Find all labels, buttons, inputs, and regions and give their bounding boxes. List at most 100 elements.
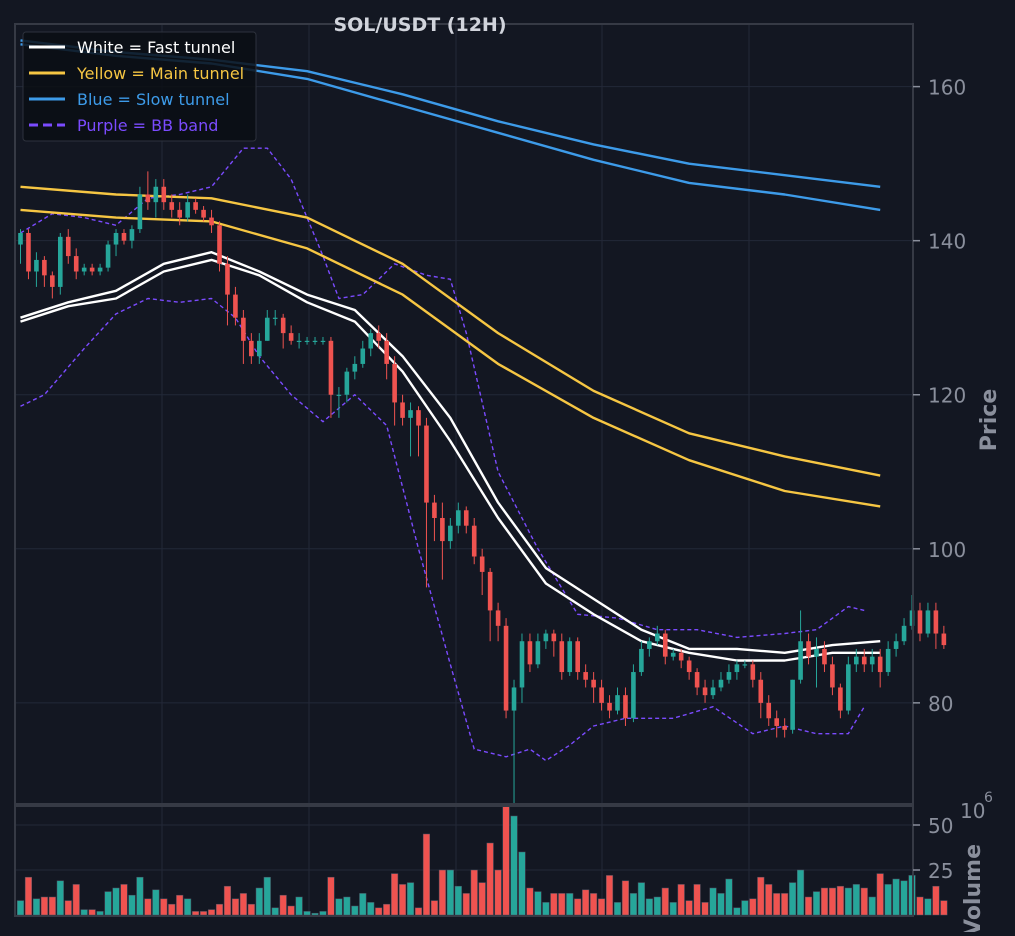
volume-bar — [160, 898, 168, 916]
volume-bar — [279, 894, 287, 916]
volume-bar — [494, 869, 502, 916]
candle-body — [782, 725, 787, 730]
volume-bar — [311, 912, 319, 916]
candle-body — [304, 340, 310, 343]
candle-body — [432, 502, 437, 518]
candle-body — [328, 340, 334, 395]
volume-bar — [391, 873, 399, 916]
chart-title: SOL/USDT (12H) — [333, 14, 506, 36]
volume-bar — [263, 876, 271, 916]
volume-bar — [566, 893, 574, 916]
candle-body — [360, 348, 366, 364]
volume-bar — [661, 887, 669, 916]
bb-lower-line — [20, 297, 865, 762]
volume-bar — [518, 851, 526, 916]
candle-body — [559, 641, 565, 673]
volume-bar — [56, 880, 64, 916]
volume-bar — [168, 903, 176, 916]
candle-body — [177, 209, 182, 218]
volume-bar — [637, 882, 645, 916]
candle-body — [257, 340, 262, 357]
volume-bar — [653, 896, 661, 916]
volume-bar — [836, 885, 844, 916]
price-panel-frame — [14, 23, 914, 805]
volume-bar — [669, 902, 677, 916]
candle-body — [336, 394, 342, 396]
volume-bar — [215, 903, 224, 916]
volume-bar — [844, 887, 852, 916]
candle-body — [734, 664, 740, 673]
volume-bar — [812, 891, 821, 916]
candle-body — [869, 656, 875, 665]
candle-body — [65, 236, 71, 257]
volume-bar — [685, 900, 693, 916]
candle-body — [631, 672, 636, 719]
volume-bar — [438, 869, 446, 916]
volume-bar — [399, 884, 407, 916]
candle-body — [877, 656, 883, 673]
price-tick-label: 100 — [928, 538, 966, 562]
candle-body — [193, 202, 198, 210]
fast-tunnel-upper-line — [20, 251, 881, 654]
candle-body — [854, 656, 859, 665]
volume-bar — [693, 884, 701, 916]
candle-body — [42, 259, 47, 276]
volume-bar — [605, 875, 614, 916]
candle-body — [814, 648, 819, 657]
candle-body — [670, 652, 676, 657]
candle-body — [376, 333, 381, 341]
candle-body — [503, 625, 509, 711]
candle-body — [153, 186, 159, 203]
volume-panel-frame — [14, 805, 914, 917]
candle-body — [527, 641, 533, 665]
volume-bar — [271, 907, 279, 916]
volume-bar — [351, 905, 359, 916]
volume-bar — [72, 884, 80, 916]
volume-bar — [406, 882, 415, 916]
volume-bar — [629, 893, 637, 916]
volume-bar — [96, 911, 104, 916]
volume-bar — [542, 902, 550, 916]
volume-bar — [741, 900, 749, 916]
candle-body — [185, 202, 190, 218]
volume-bar — [868, 896, 876, 916]
candle-body — [742, 664, 748, 666]
candle-body — [209, 217, 214, 226]
volume-bar — [88, 909, 96, 916]
volume-bar — [940, 900, 948, 916]
candle-body — [352, 363, 358, 372]
price-tick-label: 160 — [928, 76, 966, 100]
candle-body — [535, 641, 541, 665]
candle-body — [97, 267, 103, 272]
volume-bar — [287, 905, 295, 916]
legend-label: Blue = Slow tunnel — [77, 90, 230, 109]
volume-bar — [24, 876, 33, 916]
candle-body — [639, 648, 644, 673]
legend-label: White = Fast tunnel — [77, 38, 235, 57]
volume-bar — [454, 885, 462, 916]
candle-body — [73, 256, 79, 272]
volume-bar — [773, 893, 781, 916]
candle-body — [312, 340, 318, 343]
candle-body — [145, 194, 151, 203]
volume-bar — [231, 898, 239, 916]
volume-bar — [781, 893, 789, 916]
volume-bar — [16, 900, 25, 916]
volume-bar — [645, 898, 653, 916]
volume-bar — [534, 891, 542, 916]
candle-body — [774, 718, 779, 726]
volume-axis-label: Volume — [961, 844, 986, 932]
volume-bar — [319, 911, 327, 916]
candle-body — [655, 633, 660, 642]
candle-body — [838, 687, 843, 711]
volume-bar — [526, 887, 534, 916]
volume-bar — [303, 911, 311, 916]
volume-bar — [852, 884, 860, 916]
volume-bar — [104, 891, 112, 916]
candle-body — [647, 641, 652, 649]
volume-bars — [16, 803, 948, 916]
candle-body — [58, 236, 63, 287]
candle-body — [702, 687, 708, 696]
candle-body — [368, 333, 374, 349]
legend-box — [22, 31, 257, 142]
